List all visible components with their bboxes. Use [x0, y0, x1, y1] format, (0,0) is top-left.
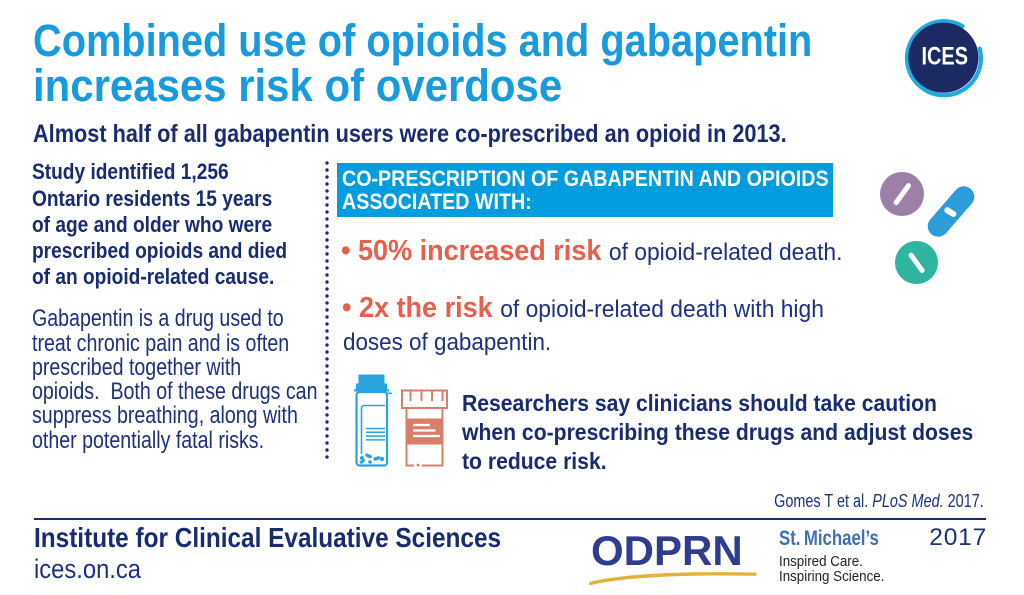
svg-text:ICES: ICES — [922, 43, 969, 71]
